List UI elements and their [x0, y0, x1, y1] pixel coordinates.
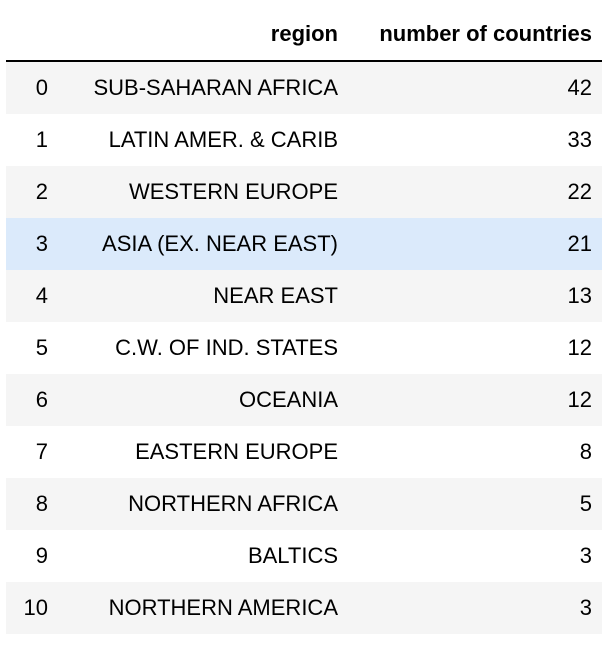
- count-cell: 12: [567, 387, 592, 412]
- table-row: 7 EASTERN EUROPE 8: [6, 426, 602, 478]
- table-body: 0 SUB-SAHARAN AFRICA 42 1 LATIN AMER. & …: [6, 61, 602, 634]
- table-row: 5 C.W. OF IND. STATES 12: [6, 322, 602, 374]
- region-cell: SUB-SAHARAN AFRICA: [93, 75, 339, 100]
- count-cell: 3: [579, 543, 592, 568]
- region-cell: ASIA (EX. NEAR EAST): [102, 231, 338, 256]
- row-index: 10: [23, 595, 48, 620]
- table-row: 8 NORTHERN AFRICA 5: [6, 478, 602, 530]
- region-cell: C.W. OF IND. STATES: [115, 335, 338, 360]
- table-row: 10 NORTHERN AMERICA 3: [6, 582, 602, 634]
- count-cell: 21: [567, 231, 592, 256]
- region-cell: NEAR EAST: [213, 283, 338, 308]
- count-cell: 42: [567, 75, 592, 100]
- table-row: 9 BALTICS 3: [6, 530, 602, 582]
- region-cell: WESTERN EUROPE: [128, 179, 338, 204]
- region-cell: OCEANIA: [238, 387, 338, 412]
- row-index: 3: [35, 231, 48, 256]
- row-index: 7: [35, 439, 48, 464]
- row-index: 2: [35, 179, 48, 204]
- count-cell: 8: [579, 439, 592, 464]
- table-header: region number of countries: [6, 8, 602, 62]
- count-cell: 22: [567, 179, 592, 204]
- count-cell: 33: [567, 127, 592, 152]
- table-row: 4 NEAR EAST 13: [6, 270, 602, 322]
- header-row: region number of countries: [6, 8, 602, 62]
- row-index: 8: [35, 491, 48, 516]
- row-index: 5: [35, 335, 48, 360]
- header-index: [6, 8, 62, 62]
- header-number-of-countries: number of countries: [348, 8, 602, 62]
- count-cell: 5: [579, 491, 592, 516]
- table-row: 6 OCEANIA 12: [6, 374, 602, 426]
- table-row: 1 LATIN AMER. & CARIB 33: [6, 114, 602, 166]
- region-cell: BALTICS: [247, 543, 338, 568]
- region-cell: NORTHERN AMERICA: [108, 595, 338, 620]
- row-index: 6: [35, 387, 48, 412]
- table-row: 2 WESTERN EUROPE 22: [6, 166, 602, 218]
- region-cell: NORTHERN AFRICA: [128, 491, 338, 516]
- header-region: region: [62, 8, 348, 62]
- dataframe-output: region number of countries 0 SUB-SAHARAN…: [6, 8, 602, 634]
- table-row-highlighted: 3 ASIA (EX. NEAR EAST) 21: [6, 218, 602, 270]
- count-cell: 13: [567, 283, 592, 308]
- dataframe-table: region number of countries 0 SUB-SAHARAN…: [6, 8, 602, 634]
- row-index: 9: [35, 543, 48, 568]
- count-cell: 12: [567, 335, 592, 360]
- row-index: 1: [35, 127, 48, 152]
- count-cell: 3: [579, 595, 592, 620]
- row-index: 4: [35, 283, 48, 308]
- region-cell: LATIN AMER. & CARIB: [108, 127, 338, 152]
- table-row: 0 SUB-SAHARAN AFRICA 42: [6, 61, 602, 114]
- region-cell: EASTERN EUROPE: [135, 439, 338, 464]
- row-index: 0: [35, 75, 48, 100]
